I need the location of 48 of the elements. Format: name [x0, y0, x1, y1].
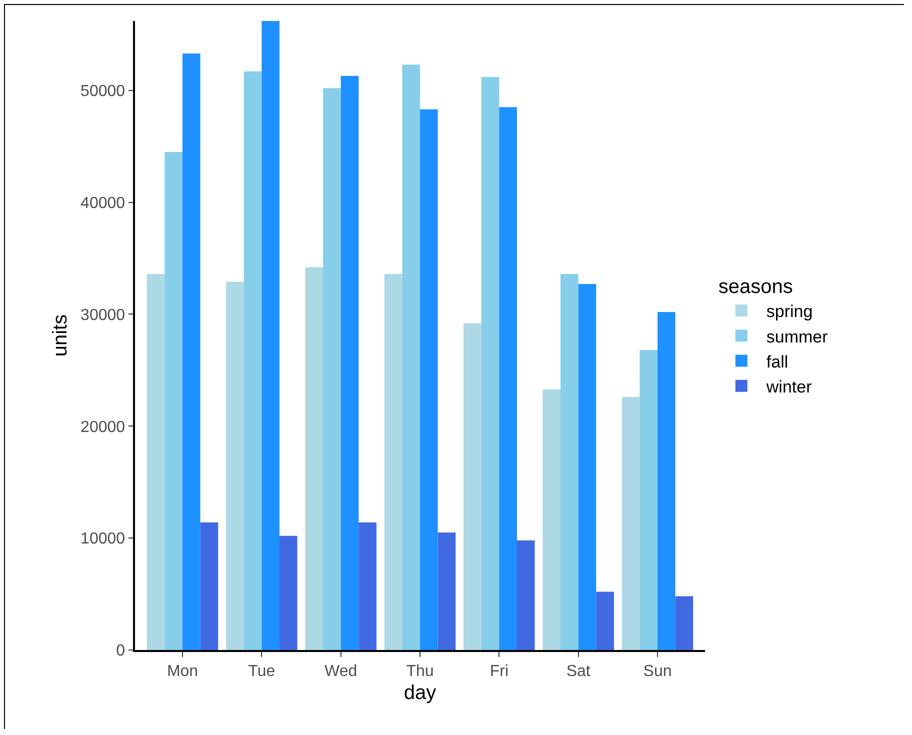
- bar: [516, 540, 535, 650]
- bar: [358, 522, 376, 650]
- y-tick-label: 0: [116, 642, 126, 660]
- x-axis-title: day: [404, 682, 436, 704]
- x-tick-label: Tue: [248, 662, 276, 680]
- bar: [481, 76, 500, 650]
- x-tick-label: Sat: [566, 662, 591, 680]
- y-tick-label: 50000: [80, 82, 126, 100]
- bar: [226, 282, 244, 650]
- bar: [305, 267, 324, 650]
- bar: [640, 350, 658, 650]
- y-tick-label: 30000: [80, 306, 126, 324]
- x-tick-label: Fri: [490, 662, 508, 680]
- y-axis-title: units: [50, 314, 72, 357]
- legend-label: spring: [766, 302, 813, 322]
- bar: [402, 64, 420, 650]
- bar: [146, 274, 165, 650]
- bar: [560, 274, 578, 650]
- bar: [578, 284, 596, 650]
- legend-label: winter: [765, 377, 812, 396]
- y-tick-label: 10000: [80, 530, 126, 548]
- bar: [323, 88, 341, 650]
- y-tick-label: 20000: [80, 418, 126, 436]
- bar: [658, 312, 676, 650]
- legend-label: fall: [766, 352, 788, 372]
- bar: [164, 152, 182, 650]
- bar: [340, 76, 359, 650]
- x-tick-label: Mon: [166, 662, 198, 680]
- bar: [622, 397, 640, 650]
- y-tick-label: 40000: [80, 194, 126, 212]
- bar: [438, 532, 456, 650]
- bar: [464, 323, 482, 650]
- x-tick-label: Thu: [406, 662, 434, 680]
- bar: [675, 596, 694, 650]
- bar: [542, 389, 561, 650]
- bar: [182, 53, 200, 650]
- bar: [420, 109, 438, 650]
- legend-title: seasons: [718, 276, 793, 298]
- legend-label: summer: [766, 327, 828, 346]
- bar: [384, 274, 402, 650]
- bar: [499, 107, 517, 650]
- bar: [244, 71, 262, 650]
- x-tick-label: Sun: [643, 662, 672, 680]
- bar: [279, 536, 298, 650]
- bar: [262, 21, 280, 650]
- bar: [596, 592, 614, 650]
- bar: [200, 522, 218, 650]
- x-tick-label: Wed: [324, 662, 358, 680]
